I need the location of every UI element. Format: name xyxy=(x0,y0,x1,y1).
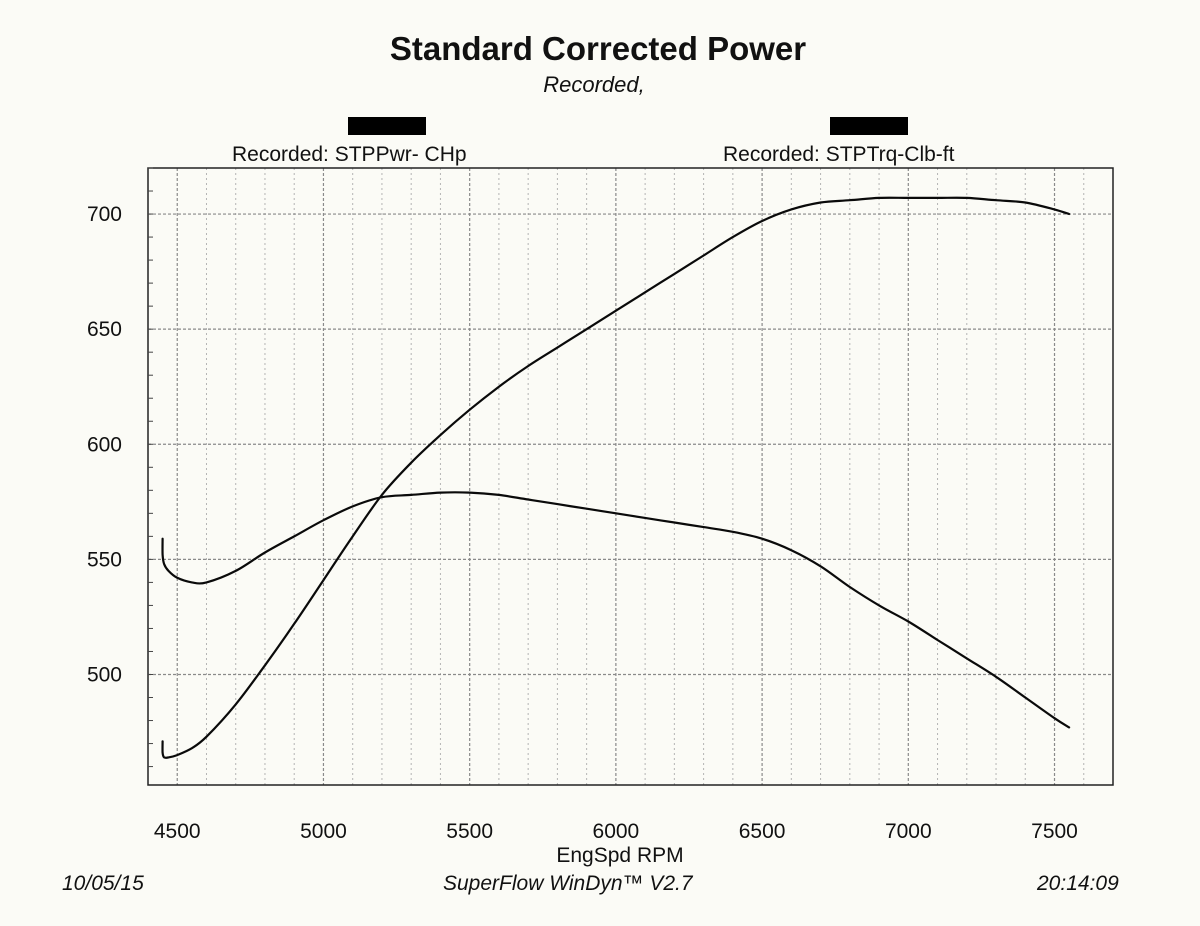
footer-date: 10/05/15 xyxy=(62,872,144,895)
legend-swatch-torque xyxy=(830,117,908,135)
x-tick-label: 7500 xyxy=(1031,820,1078,843)
y-tick-label: 500 xyxy=(87,663,122,686)
y-tick-label: 550 xyxy=(87,548,122,571)
series-line-torque xyxy=(161,491,1071,729)
y-tick-label: 650 xyxy=(87,318,122,341)
plot-frame xyxy=(147,167,1114,786)
x-axis-label: EngSpd RPM xyxy=(556,844,683,867)
x-tick-label: 4500 xyxy=(154,820,201,843)
legend-swatch-power xyxy=(348,117,426,135)
legend-label-torque: Recorded: STPTrq-Clb-ft xyxy=(723,143,955,166)
legend-label-power: Recorded: STPPwr- CHp xyxy=(232,143,467,166)
chart-title: Standard Corrected Power xyxy=(389,30,807,67)
x-tick-label: 5000 xyxy=(300,820,347,843)
series-lines xyxy=(161,196,1071,759)
x-tick-label: 5500 xyxy=(446,820,493,843)
x-tick-label: 6000 xyxy=(593,820,640,843)
grid-lines xyxy=(148,168,1113,785)
footer-software: SuperFlow WinDyn™ V2.7 xyxy=(443,872,693,895)
footer-time: 20:14:09 xyxy=(1037,872,1119,895)
axis-ticks: 4500 5000 5500 6000 6500 7000 7500 500 550 600 650… xyxy=(87,167,1078,867)
y-tick-label: 700 xyxy=(87,203,122,226)
x-tick-label: 6500 xyxy=(739,820,786,843)
series-line-power xyxy=(161,196,1071,759)
x-tick-label: 7000 xyxy=(885,820,932,843)
chart-subtitle: Recorded, xyxy=(543,72,645,97)
y-tick-label: 600 xyxy=(87,433,122,456)
